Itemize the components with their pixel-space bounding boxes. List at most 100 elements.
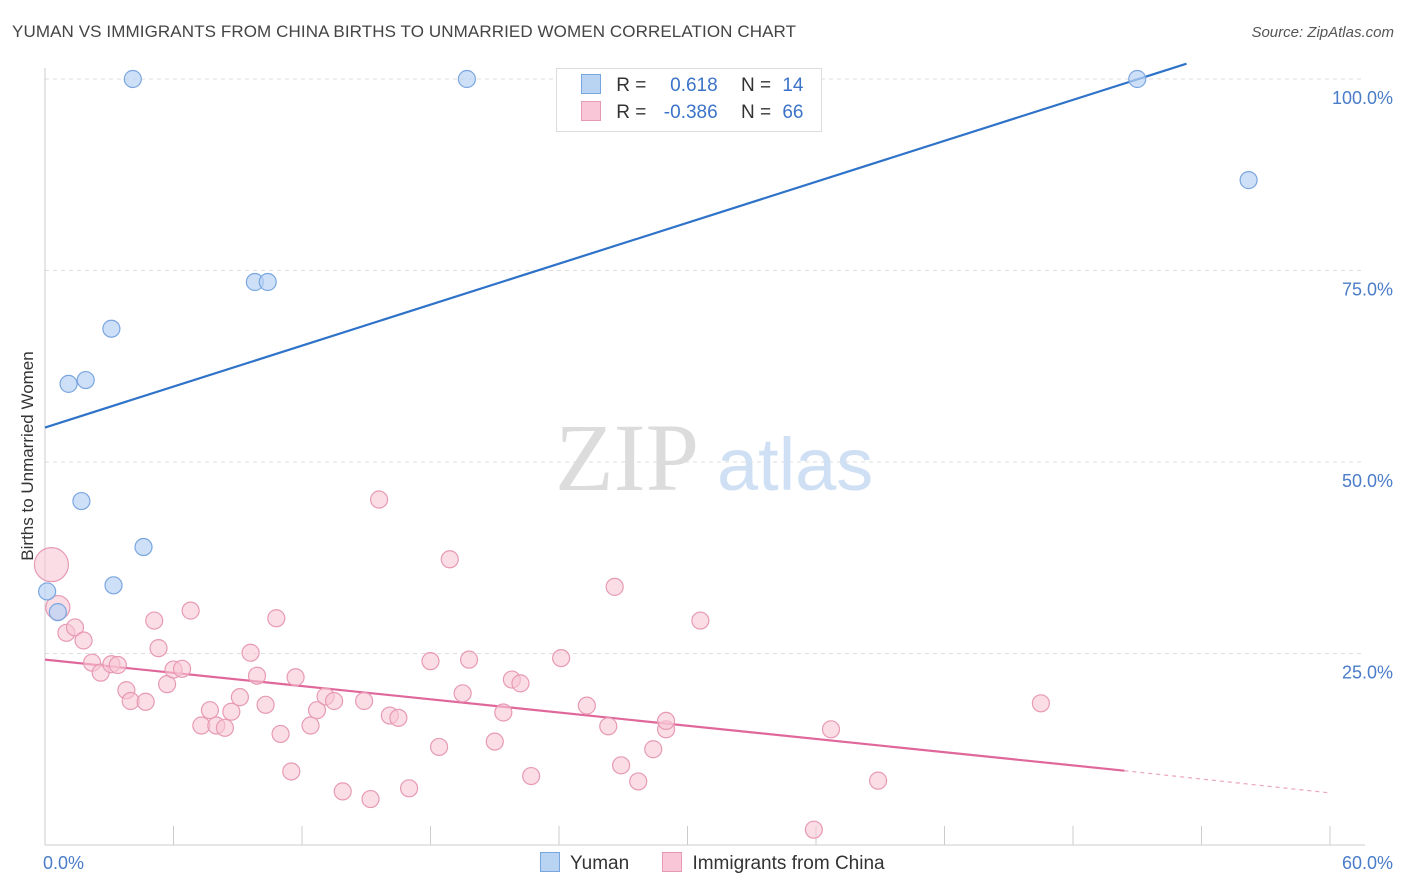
axes: [44, 68, 1365, 846]
china-point: [459, 650, 479, 669]
china-point: [172, 659, 192, 678]
china-point: [494, 703, 513, 722]
china-point: [599, 717, 618, 736]
china-point: [370, 490, 389, 509]
china-swatch: [662, 852, 683, 872]
yuman-trend-line: [44, 62, 1187, 429]
china-point: [145, 611, 164, 630]
china-point: [307, 701, 327, 720]
series-legend: Yuman Immigrants from China: [540, 852, 913, 875]
yuman-point: [457, 69, 477, 89]
china-point: [136, 692, 155, 711]
china-point: [247, 666, 267, 685]
x-tick-label: 0.0%: [43, 853, 84, 873]
yuman-point: [134, 537, 153, 557]
n-label: N =: [740, 102, 772, 123]
china-point: [552, 648, 571, 668]
n-label: N =: [740, 75, 772, 96]
china-point: [511, 674, 530, 693]
china-point: [522, 766, 541, 786]
china-point: [241, 643, 260, 662]
yuman-point: [76, 370, 95, 390]
china-point: [629, 772, 648, 791]
trend-lines: [44, 62, 1331, 794]
chart-title: YUMAN VS IMMIGRANTS FROM CHINA BIRTHS TO…: [12, 22, 797, 41]
china-point: [421, 652, 440, 671]
china-point: [333, 782, 352, 801]
china-point: [577, 696, 596, 715]
yuman-point: [1239, 171, 1258, 190]
yuman-swatch: [581, 74, 601, 94]
y-axis-label: Births to Unmarried Women: [18, 351, 37, 560]
source-credit: Source: ZipAtlas.com: [1251, 24, 1394, 41]
y-tick-label: 25.0%: [1342, 663, 1393, 683]
china-point: [399, 779, 419, 798]
china-point: [612, 756, 631, 775]
yuman-point: [72, 491, 91, 511]
china-point: [282, 762, 301, 781]
china-point: [485, 732, 504, 751]
data-points: [33, 69, 1258, 839]
yuman-point: [104, 576, 123, 595]
china-point: [286, 668, 305, 687]
china-point: [181, 601, 200, 620]
legend-label: Immigrants from China: [692, 853, 885, 874]
yuman-point: [258, 272, 277, 292]
china-point: [804, 820, 823, 839]
yuman-point: [123, 69, 142, 89]
watermark-atlas: atlas: [717, 423, 873, 506]
china-point: [453, 684, 472, 703]
tick-labels: 25.0% 50.0% 75.0% 100.0% 0.0% 60.0%: [43, 88, 1393, 873]
china-point: [644, 740, 663, 759]
china-point: [656, 711, 676, 731]
x-tick-label: 60.0%: [1342, 853, 1393, 873]
china-point: [325, 691, 344, 711]
china-point: [33, 547, 70, 583]
china-point: [361, 789, 380, 809]
n-value: 14: [782, 75, 804, 96]
legend-row-china: R = -0.386 N = 66: [581, 100, 803, 126]
watermark-zip: ZIP: [555, 404, 699, 511]
china-point: [821, 720, 841, 739]
yuman-point: [1128, 69, 1147, 89]
china-swatch: [581, 101, 601, 121]
china-point: [301, 716, 320, 735]
yuman-point: [48, 603, 67, 622]
china-point: [355, 691, 374, 711]
yuman-point: [38, 582, 57, 601]
china-point: [267, 609, 286, 628]
china-point: [230, 688, 249, 707]
china-point: [691, 611, 710, 630]
y-tick-label: 100.0%: [1332, 88, 1393, 108]
yuman-point: [59, 374, 78, 393]
y-tick-label: 50.0%: [1342, 471, 1393, 491]
watermark: ZIP atlas: [555, 404, 873, 511]
r-value: 0.618: [670, 75, 718, 96]
china-point: [222, 702, 241, 721]
china-point: [74, 631, 93, 650]
china-point: [271, 724, 290, 744]
china-trend-line: [44, 658, 1125, 772]
r-value: -0.386: [663, 102, 718, 123]
china-point: [149, 639, 168, 658]
china-point: [605, 577, 624, 596]
china-point: [1031, 694, 1050, 713]
china-point: [429, 737, 449, 757]
china-point: [256, 695, 275, 714]
yuman-swatch: [540, 852, 560, 872]
china-point: [108, 655, 127, 675]
stats-legend: R = 0.618 N = 14 R = -0.386 N = 66: [556, 68, 822, 132]
grid-lines: [45, 78, 1365, 654]
china-point: [200, 701, 220, 720]
legend-label: Yuman: [570, 853, 630, 874]
china-point: [215, 718, 234, 737]
r-label: R =: [616, 75, 647, 96]
r-label: R =: [616, 102, 647, 123]
yuman-point: [102, 319, 121, 338]
legend-item-yuman[interactable]: Yuman: [540, 852, 629, 875]
legend-item-china[interactable]: Immigrants from China: [662, 852, 885, 875]
china-point: [389, 708, 408, 727]
n-value: 66: [782, 102, 804, 123]
y-tick-label: 75.0%: [1342, 280, 1393, 300]
